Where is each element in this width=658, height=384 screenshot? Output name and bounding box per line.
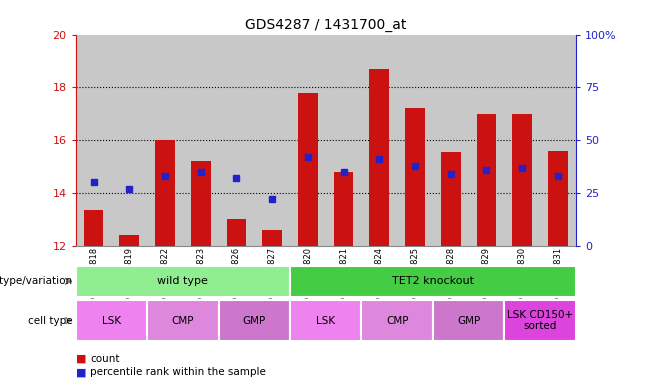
- Bar: [361, 35, 397, 246]
- Text: count: count: [90, 354, 120, 364]
- Bar: [504, 35, 540, 246]
- Text: LSK CD150+
sorted: LSK CD150+ sorted: [507, 310, 573, 331]
- Text: cell type: cell type: [28, 316, 72, 326]
- Bar: [254, 35, 290, 246]
- Bar: [147, 35, 183, 246]
- Bar: [504, 300, 576, 341]
- Bar: [290, 266, 576, 297]
- Bar: [218, 35, 254, 246]
- Text: CMP: CMP: [386, 316, 409, 326]
- Bar: [155, 140, 175, 246]
- Bar: [370, 69, 389, 246]
- Bar: [298, 93, 318, 246]
- Bar: [441, 152, 461, 246]
- Bar: [397, 35, 433, 246]
- Bar: [476, 114, 496, 246]
- Bar: [263, 230, 282, 246]
- Bar: [513, 114, 532, 246]
- Bar: [290, 35, 326, 246]
- Text: CMP: CMP: [172, 316, 194, 326]
- Bar: [147, 300, 218, 341]
- Bar: [334, 172, 353, 246]
- Text: genotype/variation: genotype/variation: [0, 276, 72, 286]
- Text: LSK: LSK: [102, 316, 121, 326]
- Bar: [433, 300, 504, 341]
- Bar: [111, 35, 147, 246]
- Text: LSK: LSK: [316, 316, 336, 326]
- Bar: [548, 151, 568, 246]
- Bar: [361, 300, 433, 341]
- Text: wild type: wild type: [157, 276, 209, 286]
- Text: GMP: GMP: [243, 316, 266, 326]
- Bar: [120, 235, 139, 246]
- Bar: [76, 35, 111, 246]
- Text: GMP: GMP: [457, 316, 480, 326]
- Bar: [76, 300, 147, 341]
- Bar: [540, 35, 576, 246]
- Bar: [84, 210, 103, 246]
- Title: GDS4287 / 1431700_at: GDS4287 / 1431700_at: [245, 18, 407, 32]
- Bar: [290, 300, 361, 341]
- Bar: [326, 35, 361, 246]
- Bar: [405, 109, 425, 246]
- Bar: [468, 35, 504, 246]
- Bar: [76, 266, 290, 297]
- Bar: [191, 161, 211, 246]
- Bar: [226, 219, 246, 246]
- Text: TET2 knockout: TET2 knockout: [392, 276, 474, 286]
- Text: ■: ■: [76, 367, 86, 377]
- Bar: [433, 35, 468, 246]
- Bar: [218, 300, 290, 341]
- Text: percentile rank within the sample: percentile rank within the sample: [90, 367, 266, 377]
- Text: ■: ■: [76, 354, 86, 364]
- Bar: [183, 35, 218, 246]
